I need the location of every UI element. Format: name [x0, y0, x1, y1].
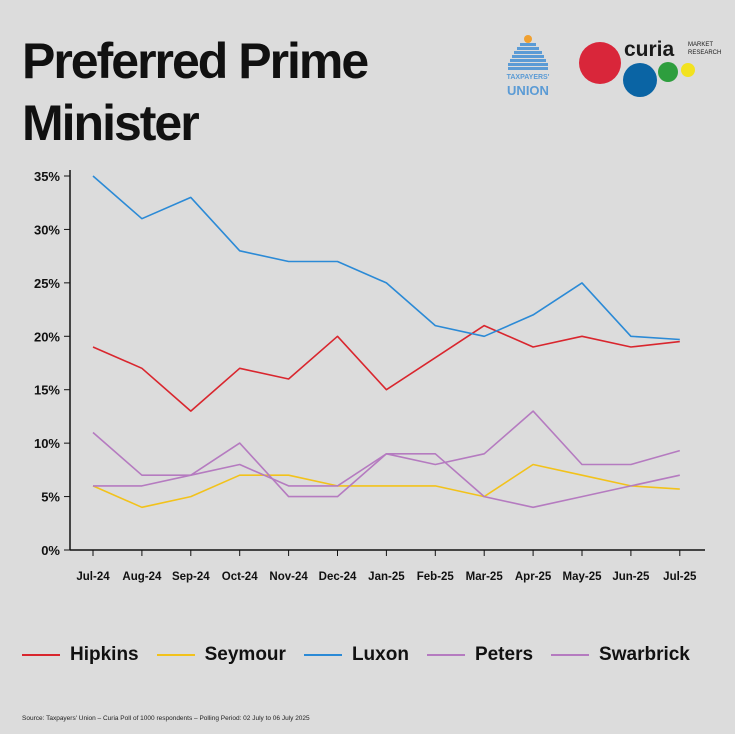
curia-dots-icon — [579, 42, 695, 97]
legend: Hipkins Seymour Luxon Peters Swarbrick — [22, 644, 708, 666]
legend-item-hipkins: Hipkins — [22, 644, 139, 666]
legend-label: Hipkins — [70, 644, 139, 665]
series-line-hipkins — [92, 324, 680, 412]
curia-sub2: RESEARCH — [688, 50, 722, 56]
chart-axes — [69, 170, 705, 551]
x-tick-label: Jul-25 — [663, 571, 697, 583]
chart-title: Preferred Prime Minister — [22, 33, 369, 151]
legend-item-peters: Peters — [426, 644, 534, 666]
legend-swatch — [303, 654, 342, 656]
x-tick-label: Apr-25 — [515, 571, 552, 583]
x-tick-label: Aug-24 — [122, 571, 162, 583]
y-tick-label: 30% — [34, 222, 60, 237]
x-tick-label: Oct-24 — [222, 571, 258, 583]
legend-item-seymour: Seymour — [156, 644, 286, 666]
series-line-peters — [92, 410, 681, 487]
y-tick-label: 25% — [34, 276, 60, 291]
legend-label: Peters — [474, 644, 534, 665]
taxpayers-union-line2: UNION — [507, 83, 549, 98]
legend-item-swarbrick: Swarbrick — [551, 644, 690, 666]
x-tick-labels: Jul-24 Aug-24 Sep-24 Oct-24 Nov-24 Dec-24 Jan-… — [76, 550, 697, 583]
x-tick-label: Jan-25 — [368, 571, 405, 583]
legend-swatch — [551, 654, 590, 656]
series-line-seymour — [92, 463, 680, 509]
parliament-dome-icon — [508, 35, 548, 70]
legend-item-luxon: Luxon — [303, 644, 409, 666]
x-tick-label: May-25 — [563, 571, 603, 583]
x-tick-label: Jun-25 — [612, 571, 650, 583]
curia-wordmark: curia — [624, 38, 675, 61]
x-tick-label: Mar-25 — [466, 571, 504, 583]
x-tick-label: Dec-24 — [319, 571, 357, 583]
legend-label: Seymour — [204, 644, 286, 665]
curia-sub1: MARKET — [688, 42, 714, 48]
series-lines — [92, 175, 681, 509]
y-tick-label: 0% — [41, 543, 60, 558]
source-note: Source: Taxpayers' Union – Curia Poll of… — [22, 715, 310, 722]
y-tick-label: 5% — [41, 490, 60, 505]
y-tick-label: 10% — [34, 436, 60, 451]
series-line-luxon — [92, 175, 680, 341]
legend-label: Luxon — [351, 644, 409, 665]
y-tick-label: 20% — [34, 329, 60, 344]
y-tick-labels: 0% 5% 10% 15% 20% 25% 30% 35% — [34, 169, 70, 558]
taxpayers-union-logo: TAXPAYERS' UNION — [506, 34, 550, 100]
taxpayers-union-line1: TAXPAYERS' — [506, 74, 550, 81]
x-tick-label: Nov-24 — [269, 571, 308, 583]
series-line-swarbrick — [93, 442, 680, 509]
curia-logo: curia MARKET RESEARCH — [576, 38, 726, 98]
y-tick-label: 15% — [34, 383, 60, 398]
legend-label: Swarbrick — [599, 644, 690, 665]
line-chart: 0% 5% 10% 15% 20% 25% 30% 35% Jul-24 Aug-24 Sep-2… — [34, 169, 705, 583]
y-tick-label: 35% — [34, 169, 60, 184]
legend-swatch — [22, 654, 60, 656]
x-tick-label: Feb-25 — [417, 571, 455, 583]
legend-swatch — [426, 654, 465, 656]
legend-swatch — [156, 654, 195, 656]
x-tick-label: Jul-24 — [76, 571, 110, 583]
x-tick-label: Sep-24 — [172, 571, 210, 583]
